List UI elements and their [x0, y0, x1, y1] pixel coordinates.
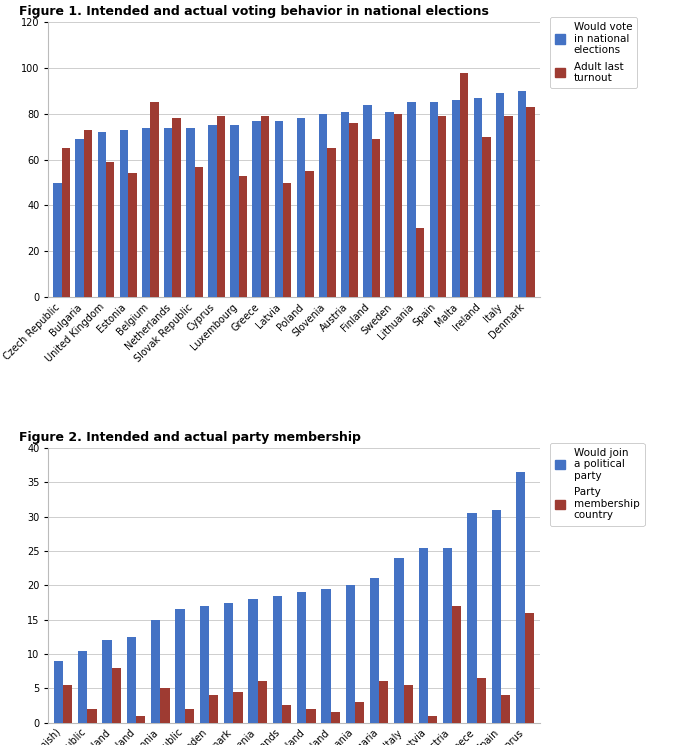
Bar [321, 589, 331, 723]
Bar [501, 695, 510, 723]
Bar [136, 716, 145, 723]
Bar [282, 706, 291, 723]
Bar [385, 112, 394, 297]
Bar [307, 709, 316, 723]
Bar [275, 121, 283, 297]
Bar [273, 596, 282, 723]
Bar [230, 125, 239, 297]
Bar [87, 709, 97, 723]
Bar [452, 606, 462, 723]
Bar [224, 603, 233, 723]
Bar [518, 91, 527, 297]
Bar [408, 103, 416, 297]
Bar [208, 125, 217, 297]
Bar [128, 174, 136, 297]
Bar [372, 139, 380, 297]
Bar [142, 127, 150, 297]
Bar [185, 709, 194, 723]
Bar [419, 548, 428, 723]
Bar [151, 620, 161, 723]
Bar [150, 103, 158, 297]
Bar [403, 685, 413, 723]
Bar [477, 678, 486, 723]
Bar [78, 650, 87, 723]
Bar [516, 472, 525, 723]
Bar [98, 132, 106, 297]
Bar [305, 171, 313, 297]
Legend: Would join
a political
party, Party
membership
country: Would join a political party, Party memb… [549, 443, 644, 525]
Bar [297, 592, 307, 723]
Bar [482, 137, 491, 297]
Bar [164, 127, 172, 297]
Bar [239, 176, 247, 297]
Bar [504, 116, 513, 297]
Bar [443, 548, 452, 723]
Bar [416, 228, 424, 297]
Bar [84, 130, 92, 297]
Bar [120, 130, 128, 297]
Bar [346, 586, 355, 723]
Bar [62, 148, 70, 297]
Bar [331, 712, 340, 723]
Bar [102, 640, 111, 723]
Bar [248, 599, 257, 723]
Bar [428, 716, 437, 723]
Bar [525, 613, 534, 723]
Bar [106, 162, 114, 297]
Bar [209, 695, 218, 723]
Bar [467, 513, 477, 723]
Bar [370, 578, 379, 723]
Bar [394, 558, 403, 723]
Bar [496, 93, 504, 297]
Bar [394, 114, 402, 297]
Bar [261, 116, 269, 297]
Bar [111, 668, 121, 723]
Bar [349, 123, 358, 297]
Bar [253, 121, 261, 297]
Text: Figure 1. Intended and actual voting behavior in national elections: Figure 1. Intended and actual voting beh… [19, 5, 489, 19]
Bar [63, 685, 72, 723]
Bar [172, 118, 181, 297]
Text: Figure 2. Intended and actual party membership: Figure 2. Intended and actual party memb… [19, 431, 361, 444]
Bar [474, 98, 482, 297]
Bar [379, 682, 388, 723]
Bar [233, 692, 242, 723]
Bar [363, 105, 372, 297]
Bar [186, 127, 194, 297]
Bar [257, 682, 267, 723]
Bar [200, 606, 209, 723]
Bar [438, 116, 446, 297]
Bar [53, 183, 62, 297]
Bar [527, 107, 535, 297]
Bar [217, 116, 225, 297]
Bar [194, 167, 203, 297]
Bar [161, 688, 170, 723]
Bar [341, 112, 349, 297]
Legend: Would vote
in national
elections, Adult last
turnout: Would vote in national elections, Adult … [549, 17, 637, 89]
Bar [319, 114, 327, 297]
Bar [355, 702, 364, 723]
Bar [283, 183, 291, 297]
Bar [297, 118, 305, 297]
Bar [460, 73, 468, 297]
Bar [175, 609, 185, 723]
Bar [54, 661, 63, 723]
Bar [430, 103, 438, 297]
Bar [327, 148, 336, 297]
Bar [75, 139, 84, 297]
Bar [491, 510, 501, 723]
Bar [127, 637, 136, 723]
Bar [452, 100, 460, 297]
